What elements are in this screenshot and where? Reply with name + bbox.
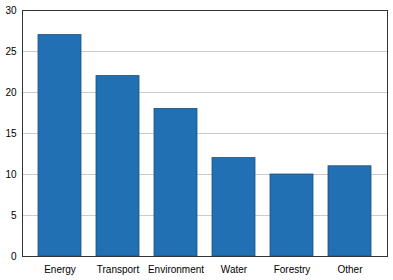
svg-text:Energy: Energy: [44, 264, 76, 275]
svg-text:15: 15: [5, 128, 17, 139]
svg-text:20: 20: [5, 87, 17, 98]
svg-text:25: 25: [5, 46, 17, 57]
svg-text:10: 10: [5, 169, 17, 180]
svg-text:Environment: Environment: [148, 264, 204, 275]
svg-text:0: 0: [11, 251, 17, 262]
svg-text:5: 5: [11, 210, 17, 221]
svg-text:Transport: Transport: [97, 264, 140, 275]
svg-text:Water: Water: [221, 264, 248, 275]
svg-text:Other: Other: [337, 264, 363, 275]
svg-text:30: 30: [5, 5, 17, 16]
svg-text:Forestry: Forestry: [274, 264, 311, 275]
